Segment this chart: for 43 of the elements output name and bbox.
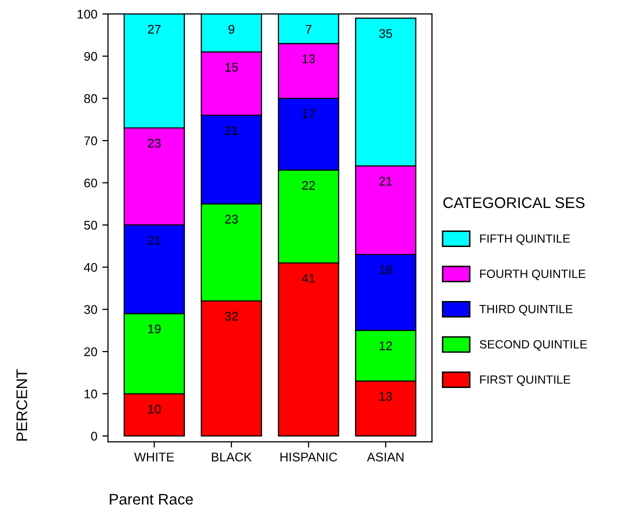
data-label: 15 [225, 62, 238, 72]
y-axis-title: PERCENT [16, 369, 28, 441]
legend-label: FOURTH QUINTILE [480, 270, 586, 280]
y-tick-label: 20 [84, 347, 98, 356]
x-tick-label: BLACK [212, 452, 252, 462]
data-label: 18 [380, 265, 392, 274]
data-label: 21 [225, 126, 238, 135]
y-tick-label: 0 [91, 432, 98, 441]
data-label: 23 [225, 214, 238, 224]
data-label: 21 [148, 236, 161, 245]
data-label: 7 [306, 24, 312, 34]
data-label: 22 [302, 180, 315, 190]
data-label: 41 [302, 274, 315, 283]
data-label: 19 [148, 324, 161, 334]
x-axis-title: Parent Race [110, 494, 193, 505]
data-label: 35 [379, 29, 392, 38]
data-label: 17 [302, 109, 315, 118]
legend-label: SECOND QUINTILE [480, 340, 587, 351]
data-label: 21 [379, 176, 392, 186]
data-label: 23 [148, 138, 161, 148]
data-label: 10 [148, 404, 161, 414]
x-tick-label: WHITE [134, 452, 174, 462]
data-label: 12 [380, 341, 392, 350]
y-tick-label: 10 [84, 390, 98, 398]
y-tick-label: 80 [84, 94, 98, 104]
legend-title: CATEGORICAL SES [443, 197, 585, 208]
y-tick-label: 100 [78, 10, 98, 19]
y-tick-label: 90 [84, 52, 98, 61]
y-tick-label: 70 [84, 136, 98, 146]
data-label: 32 [224, 312, 238, 321]
x-tick-label: ASIAN [366, 452, 404, 462]
legend-label: FIRST QUINTILE [480, 375, 570, 386]
y-tick-label: 30 [84, 305, 98, 314]
data-label: 13 [302, 54, 315, 64]
x-tick-label: HISPANIC [280, 452, 338, 462]
legend-label: THIRD QUINTILE [479, 304, 572, 316]
data-label: 9 [228, 24, 234, 34]
y-tick-label: 50 [84, 220, 98, 230]
data-label: 13 [380, 392, 392, 401]
legend-label: FIFTH QUINTILE [480, 234, 570, 245]
y-tick-label: 60 [84, 178, 98, 188]
data-label: 27 [148, 24, 161, 34]
y-tick-label: 40 [84, 262, 98, 272]
